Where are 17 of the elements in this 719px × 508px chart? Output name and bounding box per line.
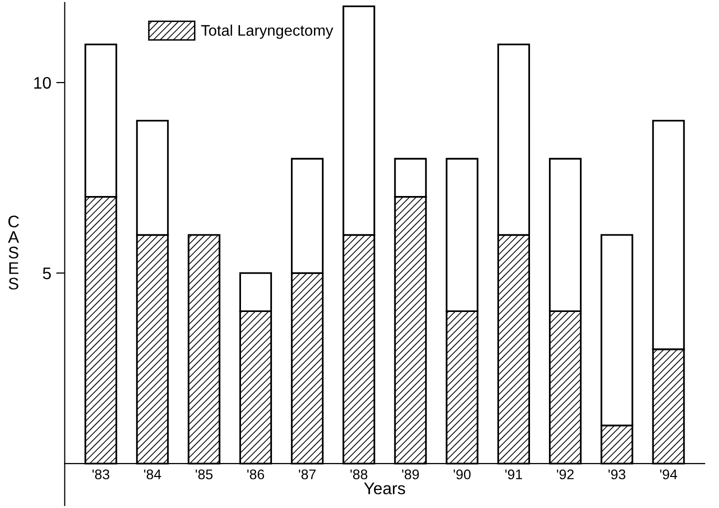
x-tick-label: '85 [196, 469, 213, 480]
x-tick-label: '94 [660, 469, 678, 480]
x-tick-label: '87 [298, 469, 316, 480]
x-axis-title: Years [364, 482, 406, 494]
x-tick-label: '93 [608, 469, 626, 480]
x-tick-label: '84 [144, 469, 162, 480]
y-axis-title: CASES [8, 216, 20, 290]
x-tick-label: '92 [556, 469, 574, 480]
x-tick-label: '86 [247, 469, 264, 480]
y-tick-label: 5 [42, 268, 51, 280]
legend-label: Total Laryngectomy [201, 24, 334, 39]
x-tick-label: '89 [402, 469, 419, 480]
x-tick-label: '91 [505, 469, 522, 480]
x-tick-label: '83 [92, 469, 110, 480]
x-tick-label: '90 [454, 469, 471, 480]
y-tick-label: 10 [34, 76, 51, 89]
x-tick-label: '88 [350, 469, 368, 480]
